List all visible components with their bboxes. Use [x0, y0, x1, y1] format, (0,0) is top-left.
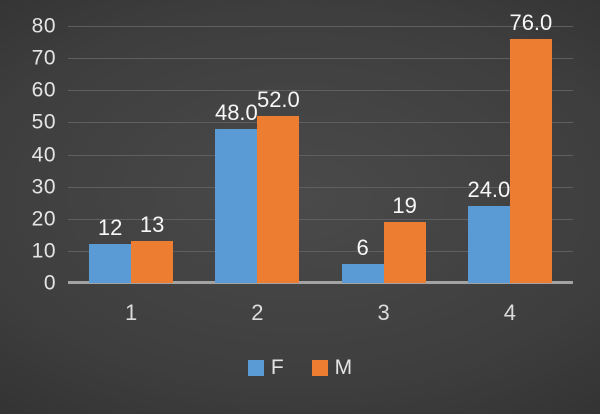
data-label-m-cat2: 52.0 — [256, 86, 300, 112]
gridline-80 — [68, 26, 573, 27]
bar-f-cat2 — [215, 128, 258, 283]
category-label-2: 2 — [251, 300, 264, 325]
y-tick-label-80: 80 — [31, 14, 56, 38]
gridline-70 — [68, 58, 573, 60]
category-label-3: 3 — [377, 300, 390, 325]
legend-label-f: F — [270, 356, 284, 379]
gridline-20 — [68, 218, 573, 220]
gridline-40 — [68, 154, 573, 156]
data-label-f-cat3: 6 — [356, 234, 369, 260]
legend-item-f: F — [247, 356, 284, 379]
bar-f-cat1 — [89, 244, 132, 283]
category-label-4: 4 — [503, 300, 516, 325]
bar-f-cat4 — [467, 205, 510, 283]
plot-area: 12 13 48.0 52.0 6 19 24.0 76.0 — [68, 11, 573, 284]
bar-m-cat4 — [509, 38, 552, 283]
legend-label-m: M — [334, 356, 353, 379]
gridline-50 — [68, 122, 573, 124]
data-label-f-cat2: 48.0 — [214, 99, 258, 125]
data-label-f-cat1: 12 — [97, 215, 123, 241]
y-tick-label-50: 50 — [31, 110, 56, 134]
data-label-f-cat4: 24.0 — [467, 176, 511, 202]
data-label-m-cat1: 13 — [139, 212, 165, 238]
data-label-m-cat4: 76.0 — [509, 9, 553, 35]
x-axis: 1 2 3 4 — [68, 296, 573, 326]
bar-m-cat3 — [383, 221, 426, 283]
x-axis-line — [68, 281, 573, 284]
y-tick-label-40: 40 — [31, 143, 56, 166]
gridline-60 — [68, 90, 573, 92]
y-tick-label-70: 70 — [31, 46, 56, 70]
legend-swatch-f — [247, 359, 264, 376]
y-tick-label-0: 0 — [43, 271, 56, 295]
y-tick-label-60: 60 — [31, 78, 56, 102]
data-label-m-cat3: 19 — [392, 192, 417, 218]
y-tick-label-20: 20 — [31, 207, 56, 231]
category-label-1: 1 — [125, 300, 138, 325]
bar-f-cat3 — [341, 263, 384, 283]
gridline-10 — [68, 250, 573, 252]
legend-item-m: M — [311, 356, 353, 379]
y-axis: 0 10 20 30 40 50 60 70 80 — [0, 16, 56, 294]
bar-m-cat1 — [131, 241, 174, 283]
y-tick-label-30: 30 — [31, 175, 56, 199]
y-tick-label-10: 10 — [31, 239, 56, 263]
bar-m-cat2 — [257, 115, 300, 283]
legend-swatch-m — [311, 359, 328, 376]
gridline-30 — [68, 186, 573, 188]
